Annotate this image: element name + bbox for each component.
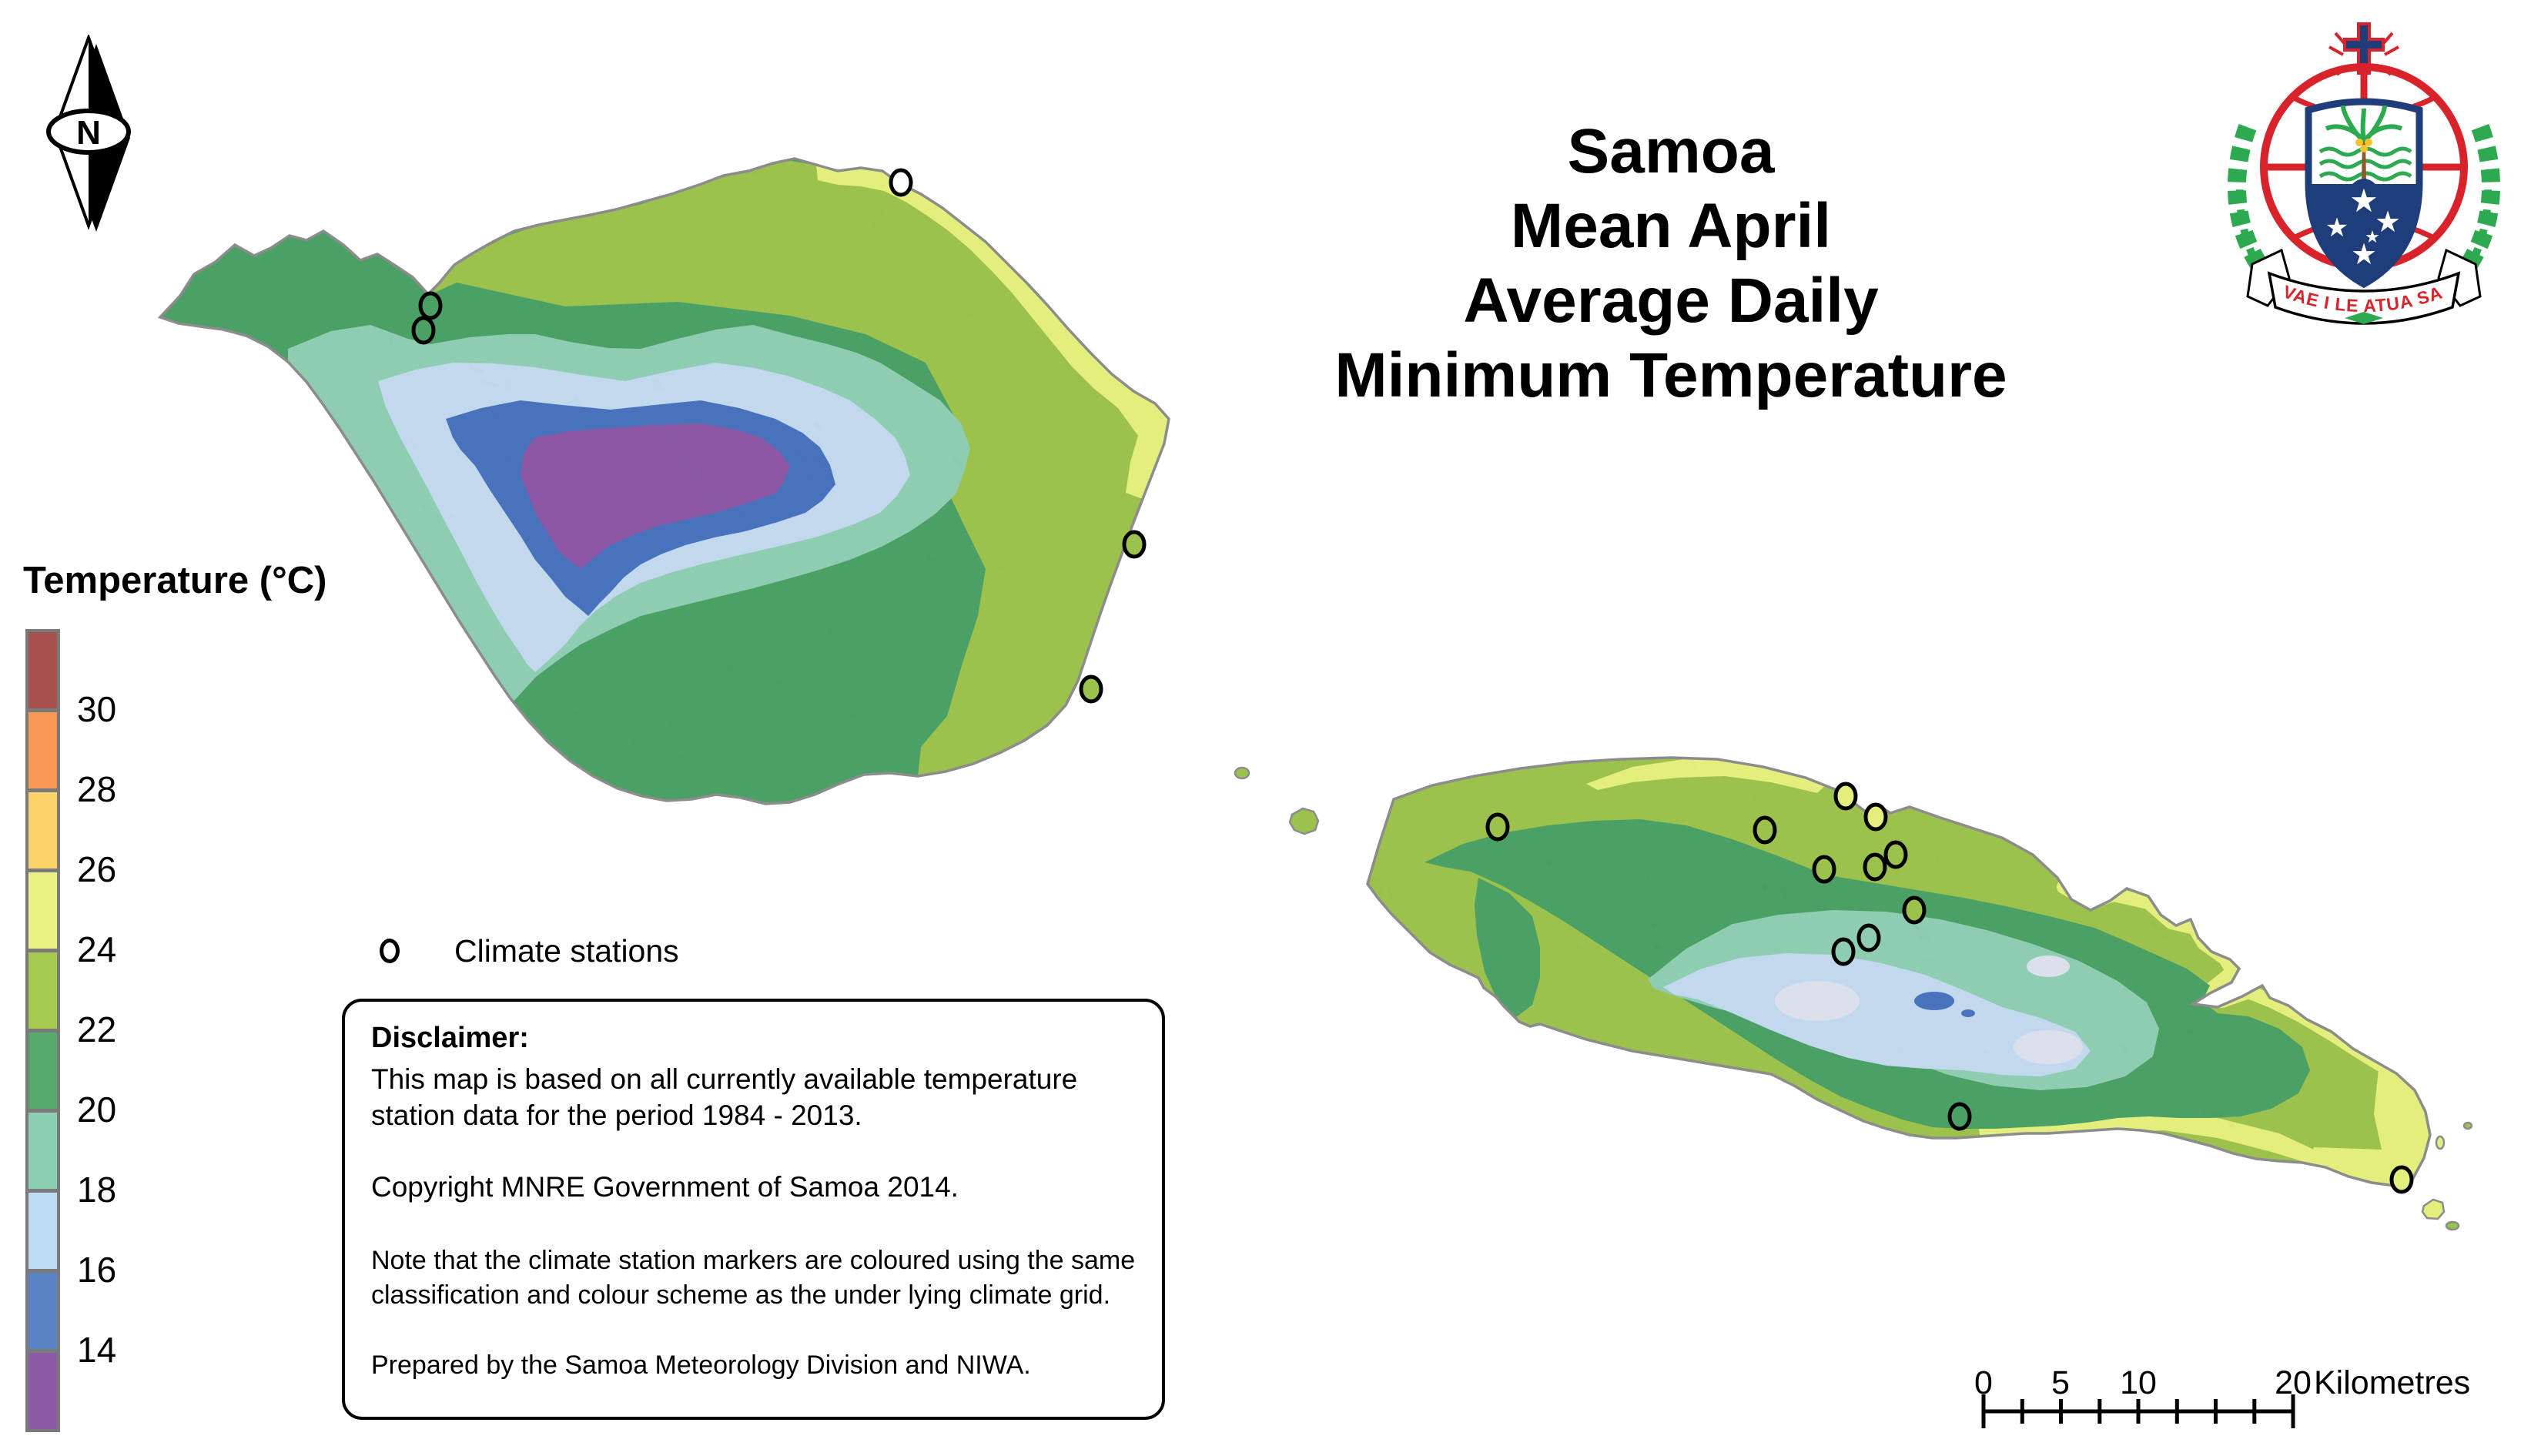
legend-swatch-28 (25, 709, 60, 792)
zone-14-16-spot (1914, 992, 1954, 1010)
climate-station-marker (889, 168, 913, 197)
zone-lavender-patch (2027, 956, 2070, 977)
legend-swatch-14 (25, 1270, 60, 1352)
zone-24-26-se-strip (1979, 1113, 2325, 1167)
zone-lavender-patch (1775, 981, 1860, 1021)
legend-label-22: 22 (77, 1009, 117, 1049)
climate-station-marker (1947, 1102, 1972, 1131)
svg-text:★: ★ (2351, 239, 2377, 271)
disclaimer-paragraph-4: Prepared by the Samoa Meteorology Divisi… (371, 1351, 1031, 1380)
islet-manono (1288, 807, 1320, 835)
title-line-3: Average Daily (1463, 266, 1879, 336)
climate-station-marker (1831, 937, 1856, 966)
crest-wreath-icon (2228, 123, 2500, 293)
legend-swatch-30 (25, 629, 60, 711)
islets (1234, 766, 2473, 1231)
islet-east-3 (2445, 1220, 2460, 1231)
disclaimer-box: Disclaimer: This map is based on all cur… (342, 999, 1165, 1420)
scalebar (1981, 1394, 2295, 1428)
climate-station-marker (1863, 802, 1888, 832)
legend-label-30: 30 (77, 689, 117, 729)
crest-shield: ★ ★ ★ ★ ★ (2305, 98, 2423, 289)
title-line-4: Minimum Temperature (1334, 340, 2007, 410)
legend-swatch-20 (25, 1029, 60, 1112)
legend-swatch-22 (25, 949, 60, 1032)
climate-station-marker (2389, 1165, 2414, 1194)
svg-text:★: ★ (2375, 206, 2401, 239)
svg-text:★: ★ (2365, 227, 2380, 246)
legend-label-28: 28 (77, 769, 117, 809)
scalebar-label-5: 5 (2051, 1364, 2070, 1401)
svg-text:★: ★ (2349, 182, 2379, 219)
legend-swatch-26 (25, 789, 60, 872)
zone-22-24-west (431, 160, 1169, 776)
islet-east-2 (2462, 1121, 2473, 1130)
climate-station-marker (1079, 674, 1103, 704)
page-title: Samoa Mean April Average Daily Minimum T… (1209, 114, 2133, 413)
legend-label-18: 18 (77, 1170, 117, 1210)
disclaimer-paragraph-1: This map is based on all currently avail… (371, 1063, 1078, 1131)
climate-station-legend-label: Climate stations (454, 933, 679, 969)
climate-station-marker (411, 316, 436, 345)
island-west-coastline (157, 157, 1170, 805)
legend-swatch-24 (25, 869, 60, 952)
svg-text:★: ★ (2325, 213, 2348, 243)
climate-station-marker (1883, 840, 1908, 869)
crest-cross-icon (2328, 22, 2399, 76)
title-line-1: Samoa (1567, 116, 1775, 186)
climate-stations-layer (411, 168, 2414, 1194)
island-west-zones (160, 159, 1169, 804)
islet-apolima (1234, 766, 1250, 780)
disclaimer-paragraph-3: Note that the climate station markers ar… (371, 1246, 1136, 1310)
climate-station-marker (1863, 852, 1887, 882)
zone-24-26-east-patch (2310, 1061, 2430, 1186)
legend-swatch-below-14 (25, 1350, 60, 1432)
disclaimer-heading: Disclaimer: (371, 1022, 529, 1054)
crest-palm-icon (2325, 105, 2403, 182)
scalebar-label-0: 0 (1974, 1364, 1993, 1401)
zone-under-14-west (521, 423, 790, 569)
climate-station-marker (1485, 812, 1510, 842)
crest-stars-icon: ★ ★ ★ ★ ★ (2325, 182, 2401, 271)
legend-label-20: 20 (77, 1089, 117, 1130)
climate-station-marker (1812, 855, 1836, 884)
legend-label-16: 16 (77, 1250, 117, 1290)
north-arrow: N (46, 35, 131, 232)
north-arrow-ellipse (46, 109, 131, 155)
disclaimer-paragraph-2: Copyright MNRE Government of Samoa 2014. (371, 1171, 959, 1203)
climate-station-legend-icon (380, 939, 400, 963)
scalebar-unit: Kilometres (2314, 1364, 2471, 1401)
legend-label-14: 14 (77, 1330, 117, 1370)
legend-label-26: 26 (77, 849, 117, 889)
island-east-coastline (1366, 756, 2432, 1187)
zone-24-26-west (816, 165, 1169, 499)
climate-station-marker (418, 291, 443, 320)
climate-station-marker (1902, 895, 1927, 925)
islet-east-1 (2435, 1135, 2446, 1150)
climate-station-marker (1122, 530, 1147, 559)
climate-station-marker (1753, 815, 1777, 845)
title-line-2: Mean April (1510, 191, 1832, 261)
zone-14-16-spot (1961, 1009, 1975, 1017)
zone-16-18-east (1663, 953, 2091, 1076)
zone-lavender-patch (2014, 1030, 2083, 1064)
legend-swatch-18 (25, 1110, 60, 1192)
climate-station-marker (1856, 923, 1881, 952)
legend-title: Temperature (°C) (23, 560, 327, 601)
zone-20-22-sw-tongue (1475, 878, 1540, 1018)
north-arrow-letter: N (76, 114, 101, 152)
islet-nuutele (2421, 1198, 2446, 1220)
climate-station-marker (1833, 782, 1858, 811)
legend-label-24: 24 (77, 929, 117, 969)
legend-swatch-16 (25, 1190, 60, 1272)
scalebar-label-10: 10 (2120, 1364, 2157, 1401)
samoa-coat-of-arms: ★ ★ ★ ★ ★ FA'AVAE I LE ATUA SAMOA (2221, 19, 2500, 325)
